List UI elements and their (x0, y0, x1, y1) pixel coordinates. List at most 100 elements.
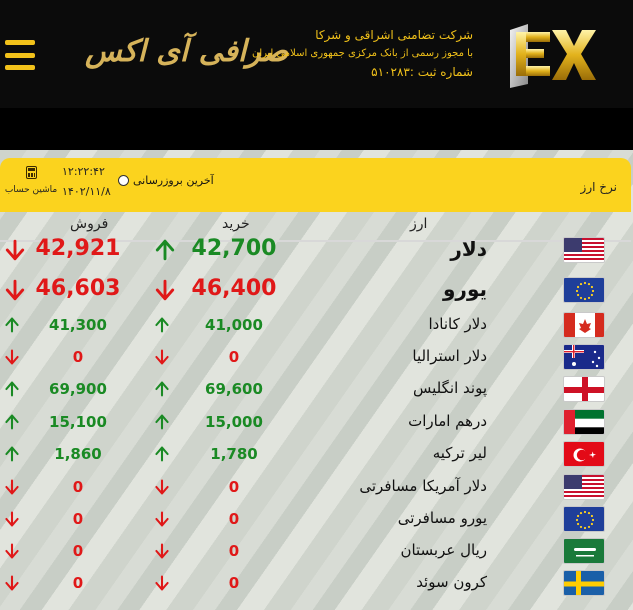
arrow-up-icon (154, 414, 170, 430)
currency-name: دلار کانادا (428, 315, 487, 334)
flag-turkey-icon (563, 441, 605, 467)
currency-name: ریال عربستان (400, 541, 487, 560)
currency-name: پوند انگلیس (413, 379, 487, 398)
arrow-up-icon (4, 446, 20, 462)
sell-price: 0 (72, 477, 84, 496)
rate-row: 1,860 1,780 لیر ترکیه (0, 438, 631, 470)
flag-usa-icon (563, 237, 605, 263)
currency-name: دلار (450, 237, 487, 261)
company-registration: شماره ثبت :۵۱۰۲۸۳ (371, 65, 473, 79)
radio-icon[interactable] (118, 175, 129, 186)
sell-price: 41,300 (49, 315, 107, 334)
update-time: ۱۲:۲۲:۴۲ (62, 165, 105, 178)
arrow-up-icon (154, 239, 176, 261)
last-update-label: آخرین بروزرسانی (133, 174, 214, 187)
hamburger-icon-bar (5, 40, 35, 45)
buy-price: 15,000 (205, 412, 263, 431)
buy-price: 69,600 (205, 379, 263, 398)
flag-uae-icon (563, 409, 605, 435)
currency-name: یورو مسافرتی (397, 509, 487, 528)
flag-australia-icon (563, 344, 605, 370)
rate-row: 0 0 دلار استرالیا (0, 341, 631, 373)
company-name: شرکت تضامنی اشراقی و شرکا (315, 28, 473, 42)
rate-row: 42,921 42,700 دلار (0, 234, 631, 266)
update-date: ۱۴۰۲/۱۱/۸ (62, 185, 111, 198)
ex-logo-icon[interactable]: EX (508, 18, 598, 90)
arrow-up-icon (4, 317, 20, 333)
arrow-down-icon (4, 479, 20, 495)
calculator-icon (25, 166, 37, 179)
sell-price: 0 (72, 509, 84, 528)
flag-eu-icon (563, 506, 605, 532)
flag-saudi-icon (563, 538, 605, 564)
brand-logo-text[interactable]: صرافی آی اکس (85, 34, 289, 69)
arrow-down-icon (154, 543, 170, 559)
arrow-down-icon (4, 511, 20, 527)
flag-england-icon (563, 376, 605, 402)
arrow-down-icon (4, 575, 20, 591)
arrow-up-icon (4, 381, 20, 397)
sell-price: 1,860 (54, 444, 102, 463)
flag-usa-icon (563, 474, 605, 500)
calculator-button[interactable]: ماشین حساب (2, 164, 60, 195)
hamburger-icon-bar (5, 52, 35, 58)
column-header-sell: فروش (70, 216, 109, 232)
rates-bar: نرخ ارز آخرین بروزرسانی ۱۲:۲۲:۴۲ ۱۴۰۲/۱۱… (0, 158, 631, 212)
rate-row: 69,900 69,600 پوند انگلیس (0, 373, 631, 405)
currency-name: کرون سوئد (416, 573, 487, 592)
arrow-down-icon (154, 349, 170, 365)
currency-name: دلار آمریکا مسافرتی (359, 477, 487, 496)
arrow-up-icon (154, 446, 170, 462)
arrow-down-icon (154, 575, 170, 591)
buy-price: 0 (228, 477, 240, 496)
arrow-up-icon (4, 414, 20, 430)
arrow-down-icon (154, 479, 170, 495)
flag-eu-icon (563, 277, 605, 303)
sell-price: 0 (72, 541, 84, 560)
arrow-up-icon (154, 381, 170, 397)
sell-price: 69,900 (49, 379, 107, 398)
rates-card: نرخ ارز آخرین بروزرسانی ۱۲:۲۲:۴۲ ۱۴۰۲/۱۱… (0, 158, 631, 610)
svg-text:EX: EX (552, 53, 554, 55)
rates-title: نرخ ارز (580, 180, 617, 194)
buy-price: 1,780 (210, 444, 258, 463)
company-info: شرکت تضامنی اشراقی و شرکا با مجوز رسمی ا… (252, 28, 473, 79)
site-header: صرافی آی اکس شرکت تضامنی اشراقی و شرکا ب… (0, 0, 633, 108)
buy-price: 0 (228, 573, 240, 592)
buy-price: 46,400 (191, 276, 277, 302)
buy-price: 0 (228, 347, 240, 366)
calculator-label: ماشین حساب (4, 185, 58, 195)
column-header-buy: خرید (222, 216, 250, 232)
column-header-currency: ارز (410, 216, 428, 232)
rate-row: 15,100 15,000 درهم امارات (0, 406, 631, 438)
arrow-down-icon (4, 279, 26, 301)
sell-price: 0 (72, 573, 84, 592)
sell-price: 46,603 (35, 276, 121, 302)
rate-row: 46,603 46,400 یورو (0, 274, 631, 306)
hamburger-icon-bar (5, 65, 35, 70)
last-update-toggle[interactable]: آخرین بروزرسانی (118, 174, 214, 187)
buy-price: 41,000 (205, 315, 263, 334)
rates-panel-background: نرخ ارز آخرین بروزرسانی ۱۲:۲۲:۴۲ ۱۴۰۲/۱۱… (0, 150, 633, 610)
hamburger-menu-button[interactable] (5, 40, 35, 70)
flag-sweden-icon (563, 570, 605, 596)
sell-price: 0 (72, 347, 84, 366)
arrow-down-icon (4, 543, 20, 559)
buy-price: 0 (228, 509, 240, 528)
sell-price: 15,100 (49, 412, 107, 431)
rate-row: 0 0 دلار آمریکا مسافرتی (0, 471, 631, 503)
rate-row: 0 0 ریال عربستان (0, 535, 631, 567)
currency-name: یورو (443, 277, 487, 301)
company-license: با مجوز رسمی از بانک مرکزی جمهوری اسلامی… (252, 48, 473, 59)
header-divider (0, 240, 631, 242)
currency-name: دلار استرالیا (412, 347, 487, 366)
arrow-down-icon (154, 279, 176, 301)
rate-row: 0 0 یورو مسافرتی (0, 503, 631, 535)
header-spacer (0, 108, 633, 150)
currency-name: درهم امارات (408, 412, 487, 431)
buy-price: 42,700 (191, 236, 277, 262)
buy-price: 0 (228, 541, 240, 560)
arrow-down-icon (4, 349, 20, 365)
rate-row: 0 0 کرون سوئد (0, 567, 631, 599)
rate-row: 41,300 41,000 دلار کانادا (0, 309, 631, 341)
